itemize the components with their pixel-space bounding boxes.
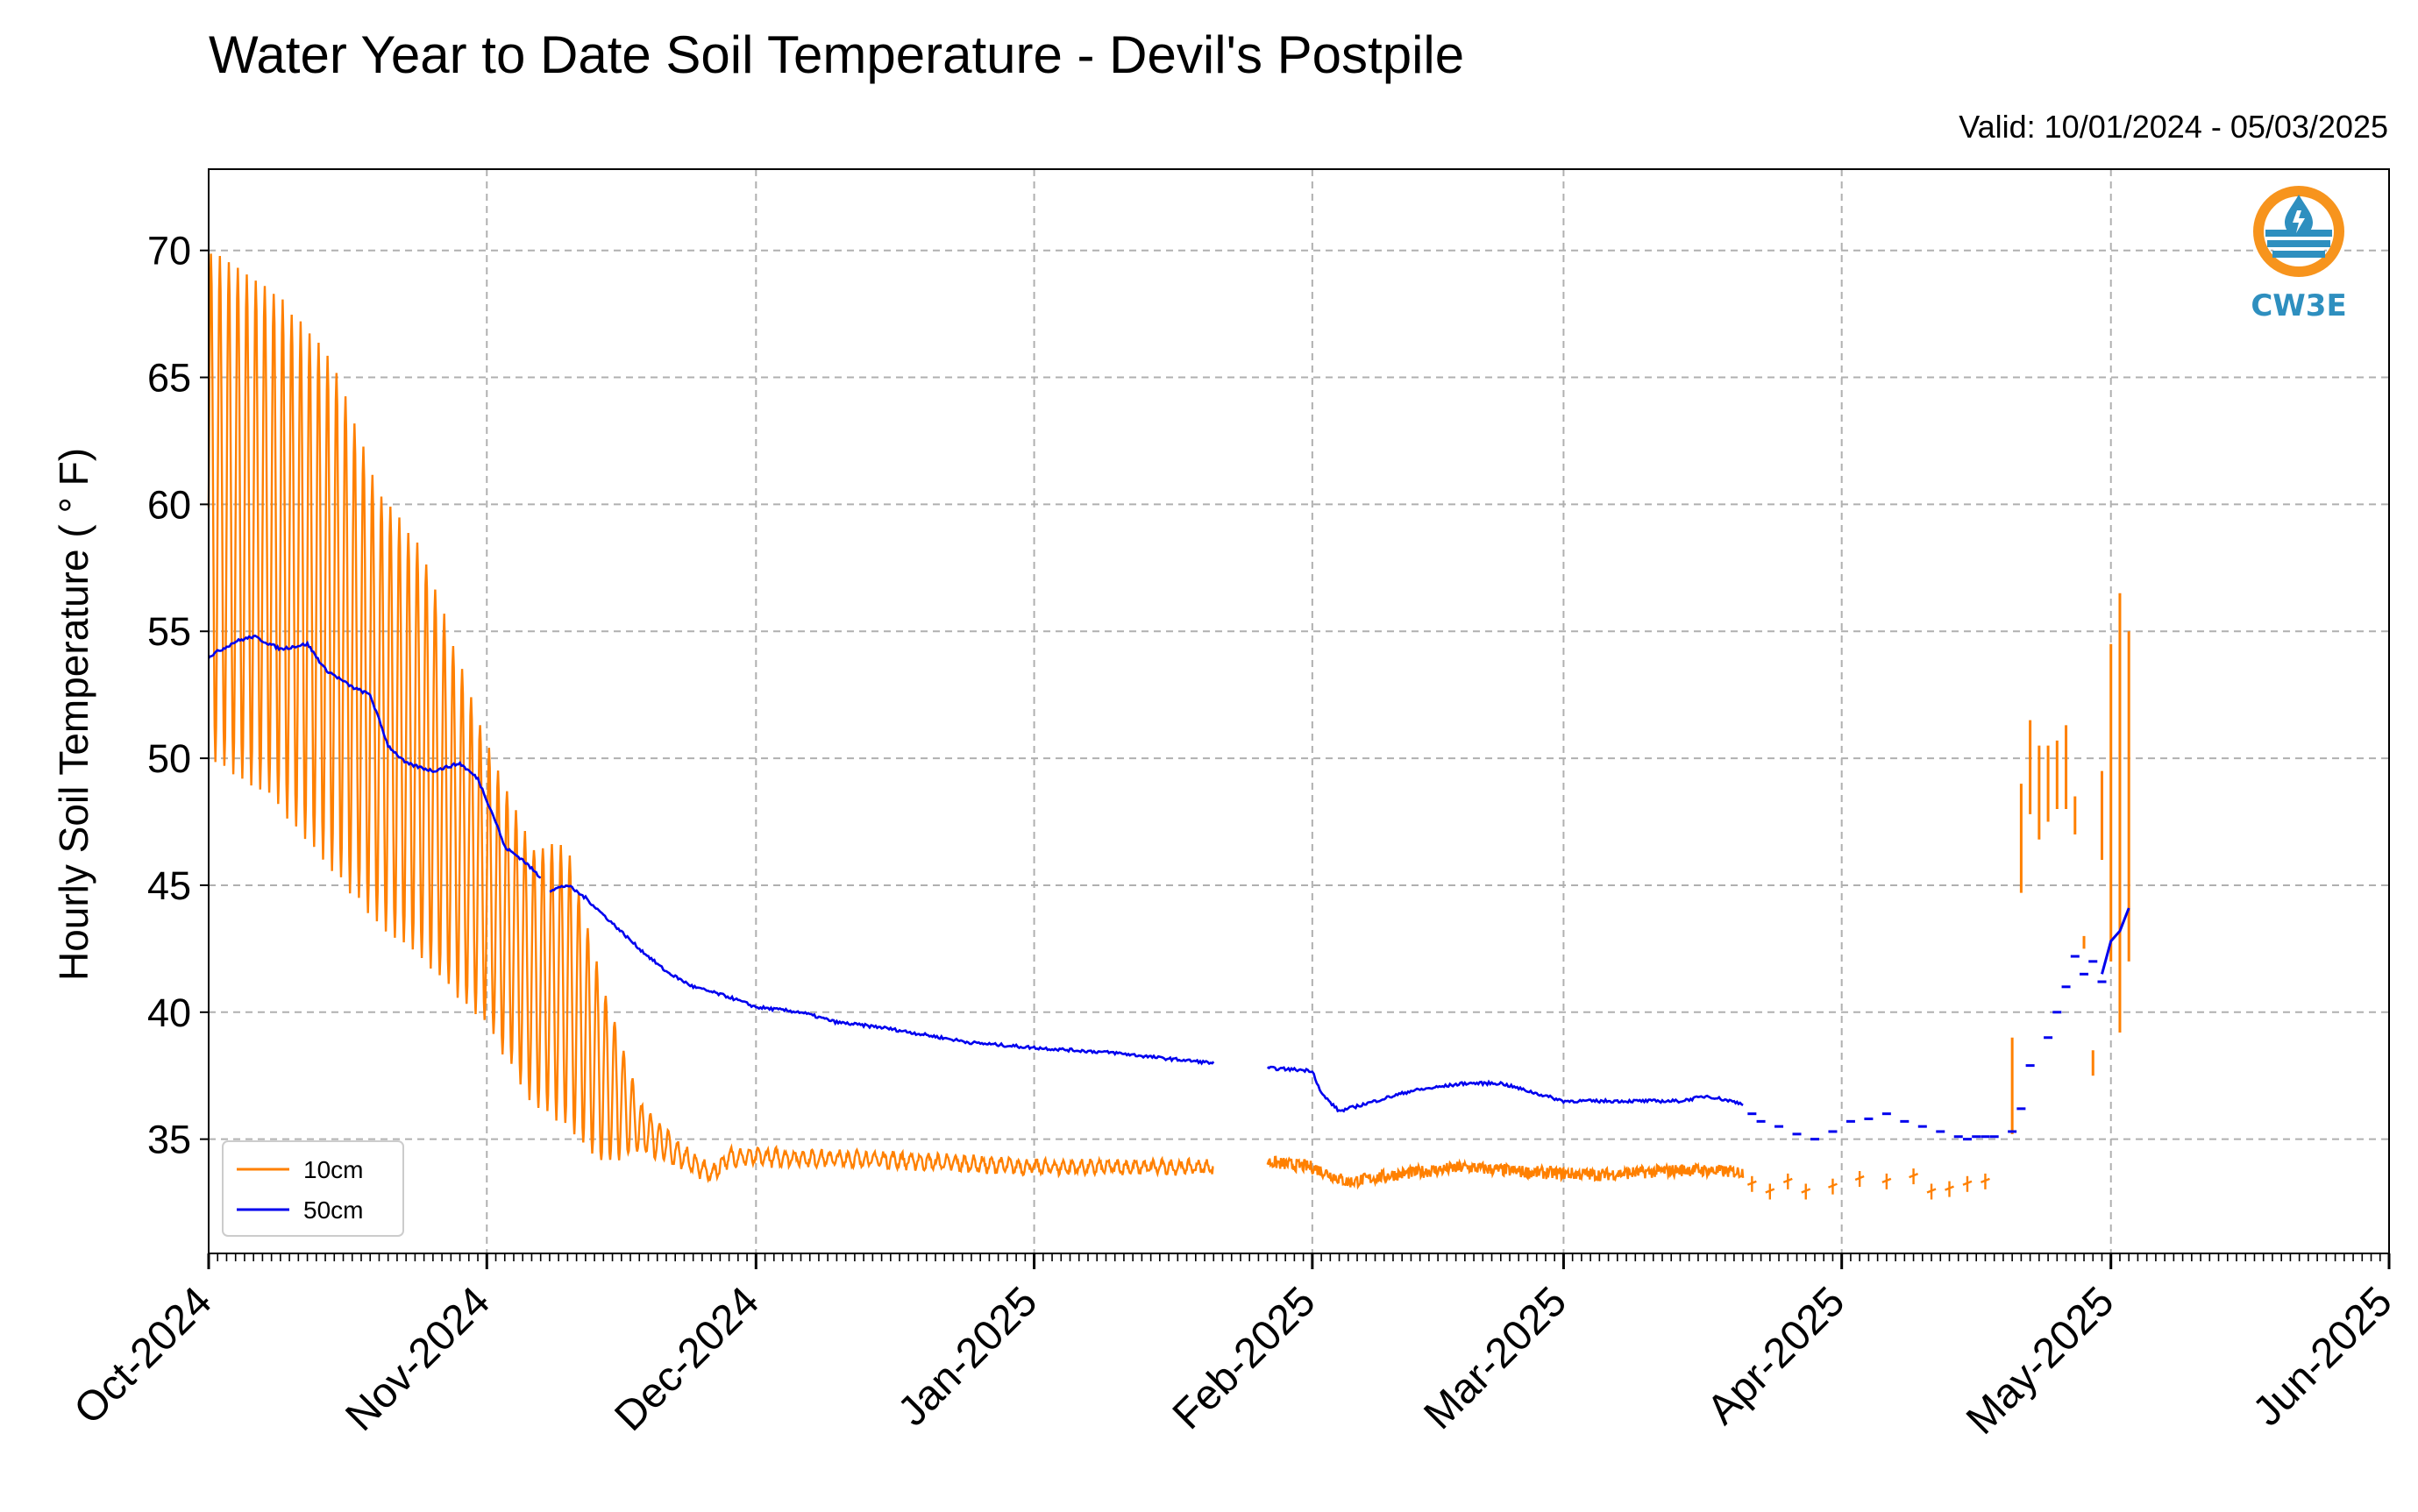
chart-title: Water Year to Date Soil Temperature - De… [209, 25, 1465, 84]
x-tick-label: Apr-2025 [1698, 1278, 1853, 1433]
y-tick-label: 35 [147, 1118, 191, 1162]
valid-date-range: Valid: 10/01/2024 - 05/03/2025 [1959, 109, 2388, 145]
series-10cm-line [1266, 1155, 1745, 1190]
legend-box [222, 1140, 404, 1237]
series-50cm-line [2101, 907, 2130, 975]
grid-lines [208, 169, 2390, 1253]
x-tick-label: Feb-2025 [1164, 1278, 1325, 1438]
series-50cm-line [1266, 1065, 1744, 1113]
series-50cm-line [549, 884, 1215, 1066]
plot-frame [208, 168, 2390, 1254]
y-tick-label: 60 [147, 482, 191, 527]
x-tick-label: Mar-2025 [1415, 1278, 1575, 1438]
cw3e-logo: CW3E [2246, 179, 2351, 328]
series-layer [207, 253, 2130, 1200]
series-10cm-line [207, 253, 1214, 1184]
y-tick-label: 55 [147, 609, 191, 654]
legend-label: 50cm [303, 1196, 363, 1224]
y-tick-label: 65 [147, 356, 191, 401]
y-tick-label: 45 [147, 863, 191, 908]
y-axis-title: Hourly Soil Temperature ( ° F) [51, 448, 96, 981]
x-tick-label: Jan-2025 [889, 1278, 1046, 1435]
x-tick-label: Dec-2024 [606, 1278, 768, 1440]
y-tick-label: 70 [147, 229, 191, 273]
axes: 35 40 45 50 55 60 65 70 Oct-2024 Nov-2024 Dec-2024… [66, 168, 2401, 1444]
x-tick-label: Jun-2025 [2244, 1278, 2401, 1435]
x-tick-label: Nov-2024 [337, 1278, 499, 1440]
logo-text: CW3E [2251, 288, 2346, 323]
legend-label: 10cm [303, 1156, 363, 1183]
x-tick-label: May-2025 [1958, 1278, 2123, 1443]
water-drop-icon: CW3E [2251, 186, 2347, 323]
x-tick-label: Oct-2024 [66, 1278, 221, 1433]
y-tick-label: 50 [147, 736, 191, 781]
series-50cm-line [207, 634, 542, 879]
y-tick-label: 40 [147, 990, 191, 1035]
legend: 10cm 50cm [222, 1140, 404, 1237]
